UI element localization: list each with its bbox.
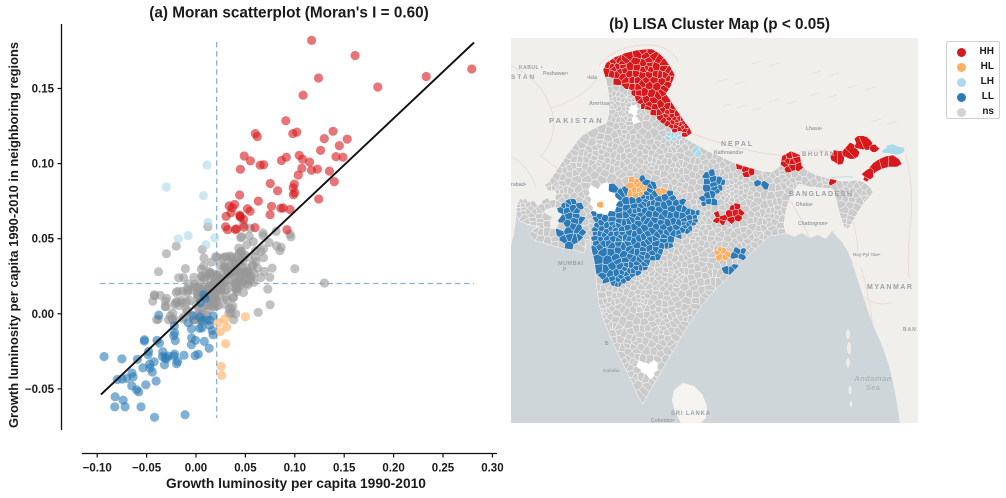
svg-text:0.10: 0.10 xyxy=(32,159,54,171)
svg-text:NEPAL: NEPAL xyxy=(721,141,754,148)
svg-text:0.05: 0.05 xyxy=(234,463,257,475)
svg-text:0.10: 0.10 xyxy=(284,463,306,475)
svg-text:KABUL •: KABUL • xyxy=(519,65,543,71)
svg-text:Coimba: Coimba xyxy=(603,368,620,373)
svg-text:PAKISTAN: PAKISTAN xyxy=(549,116,604,125)
svg-text:0.15: 0.15 xyxy=(333,463,356,475)
svg-text:0.15: 0.15 xyxy=(32,84,55,96)
svg-text:STAN: STAN xyxy=(511,74,536,81)
svg-text:Andaman: Andaman xyxy=(853,374,892,383)
svg-text:Lhasa•: Lhasa• xyxy=(806,126,822,132)
svg-text:Peshawar•: Peshawar• xyxy=(543,71,568,77)
svg-text:Sea: Sea xyxy=(866,383,881,392)
svg-text:Dhaka•: Dhaka• xyxy=(796,202,813,208)
svg-text:BANGLADESH: BANGLADESH xyxy=(789,191,853,198)
svg-text:Growth luminosity per capita 1: Growth luminosity per capita 1990-2010 i… xyxy=(6,42,21,428)
svg-text:MUMBAI: MUMBAI xyxy=(558,261,584,267)
svg-text:0.00: 0.00 xyxy=(185,463,207,475)
svg-text:rabad•: rabad• xyxy=(511,182,527,188)
svg-text:0.25: 0.25 xyxy=(432,463,455,475)
svg-text:0.00: 0.00 xyxy=(32,309,54,321)
svg-text:Kathmandu•: Kathmandu• xyxy=(714,150,744,156)
svg-text:Amritsa: Amritsa xyxy=(589,101,610,107)
svg-text:•Isla: •Isla xyxy=(587,75,597,81)
svg-text:BAN: BAN xyxy=(903,327,917,333)
svg-text:0.30: 0.30 xyxy=(481,463,503,475)
svg-text:−0.05: −0.05 xyxy=(25,384,55,396)
svg-text:(a) Moran scatterplot (Moran's: (a) Moran scatterplot (Moran's I = 0.60) xyxy=(149,5,428,22)
svg-text:Growth luminosity per capita 1: Growth luminosity per capita 1990-2010 xyxy=(166,476,426,491)
svg-text:P: P xyxy=(563,267,567,273)
svg-text:Colombo•: Colombo• xyxy=(651,418,675,423)
svg-text:0.20: 0.20 xyxy=(382,463,404,475)
svg-text:−0.05: −0.05 xyxy=(132,463,162,475)
svg-text:MYANMAR: MYANMAR xyxy=(867,284,913,291)
svg-text:B: B xyxy=(605,341,609,347)
svg-text:0.05: 0.05 xyxy=(32,234,55,246)
svg-text:−0.10: −0.10 xyxy=(83,463,112,475)
svg-text:SRI LANKA: SRI LANKA xyxy=(671,411,711,417)
svg-text:BHUTAN: BHUTAN xyxy=(802,152,836,158)
svg-text:Nay Pyi Taw•: Nay Pyi Taw• xyxy=(853,252,881,257)
svg-text:Chattogram•: Chattogram• xyxy=(798,221,828,227)
